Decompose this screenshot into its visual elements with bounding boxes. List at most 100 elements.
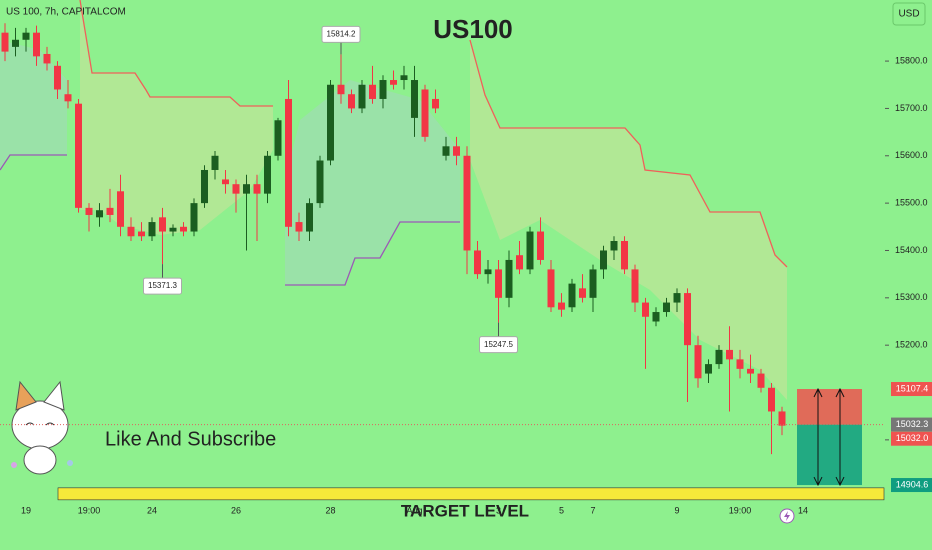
bull-zone bbox=[285, 80, 460, 285]
extreme-box bbox=[479, 336, 518, 354]
x-tick-label: Aug bbox=[406, 505, 422, 515]
candle-body bbox=[117, 191, 124, 227]
candle-body bbox=[421, 89, 429, 137]
price-tag bbox=[891, 382, 932, 397]
bear-zone bbox=[80, 0, 273, 235]
y-tick-label: 15700.0 bbox=[895, 103, 928, 113]
candle-body bbox=[474, 250, 481, 275]
candle-body bbox=[201, 169, 208, 204]
candle-body bbox=[526, 231, 534, 270]
currency: USD bbox=[898, 9, 919, 20]
candle-body bbox=[316, 160, 324, 204]
candle-body bbox=[694, 345, 702, 379]
extreme-box bbox=[143, 277, 182, 295]
candle-body bbox=[285, 98, 292, 227]
candle-body bbox=[127, 226, 135, 237]
candle-body bbox=[505, 259, 513, 298]
subscribe-text: Like And Subscribe bbox=[105, 428, 276, 450]
candle-body bbox=[589, 269, 597, 298]
extreme-label: 15247.5 bbox=[484, 340, 513, 349]
x-tick-label: 24 bbox=[147, 505, 157, 515]
candle-body bbox=[516, 255, 523, 270]
candle-body bbox=[537, 231, 544, 260]
candle-body bbox=[348, 94, 355, 109]
candle-body bbox=[138, 231, 145, 237]
y-tick-label: 15800.0 bbox=[895, 55, 928, 65]
candle-body bbox=[736, 359, 744, 369]
candle-body bbox=[106, 207, 114, 215]
y-tick-label: 15600.0 bbox=[895, 150, 928, 160]
candle-body bbox=[547, 269, 555, 308]
candle-body bbox=[253, 184, 261, 194]
candle-body bbox=[22, 32, 30, 40]
y-tick-label: 15500.0 bbox=[895, 198, 928, 208]
price-tag bbox=[891, 431, 932, 446]
price-tag bbox=[891, 478, 932, 493]
arrow-head bbox=[835, 387, 845, 487]
candle-body bbox=[568, 283, 576, 308]
candle-body bbox=[705, 364, 712, 374]
candle-body bbox=[159, 217, 166, 232]
candle-body bbox=[600, 250, 607, 270]
arrow-head bbox=[813, 387, 823, 487]
candle-body bbox=[610, 241, 618, 251]
candle-body bbox=[778, 411, 786, 426]
extreme-box bbox=[321, 25, 361, 43]
candle-body bbox=[327, 84, 334, 161]
candle-body bbox=[33, 32, 40, 57]
candle-body bbox=[180, 226, 187, 232]
candle-body bbox=[43, 53, 51, 64]
x-tick-label: 7 bbox=[590, 505, 595, 515]
candle-body bbox=[1, 32, 9, 52]
supertrend-down bbox=[79, 0, 273, 107]
candle-body bbox=[211, 155, 219, 170]
candle-body bbox=[747, 368, 754, 374]
candle-body bbox=[663, 302, 670, 313]
cat-sticker bbox=[11, 380, 73, 475]
candle-body bbox=[96, 210, 103, 218]
candle-body bbox=[673, 293, 681, 303]
candle-body bbox=[169, 227, 177, 232]
candle-body bbox=[190, 203, 198, 232]
candle-body bbox=[652, 312, 660, 322]
candle-body bbox=[442, 146, 450, 156]
x-tick-label: 19:00 bbox=[78, 505, 101, 515]
candle-body bbox=[148, 222, 156, 237]
candle-body bbox=[631, 269, 639, 303]
candle-body bbox=[369, 84, 376, 99]
supertrend-up bbox=[285, 221, 460, 286]
chart-title: US100 bbox=[433, 14, 513, 44]
currency-box bbox=[892, 2, 926, 26]
candle-body bbox=[64, 94, 72, 102]
candle-body bbox=[484, 269, 492, 275]
candle-body bbox=[379, 80, 387, 99]
candle-body bbox=[358, 84, 366, 109]
x-tick-label: 26 bbox=[231, 505, 241, 515]
candle-body bbox=[453, 146, 460, 156]
price-tag-label: 15032.0 bbox=[896, 433, 929, 443]
bear-zone bbox=[470, 40, 787, 400]
candle-body bbox=[579, 288, 586, 298]
y-tick-label: 15400.0 bbox=[895, 245, 928, 255]
candle-body bbox=[463, 155, 471, 251]
target-label: TARGET LEVEL bbox=[401, 501, 529, 520]
candle-body bbox=[495, 269, 502, 298]
candle-body bbox=[54, 65, 61, 90]
target-bar bbox=[57, 487, 885, 501]
candle-body bbox=[400, 75, 408, 81]
bull-zone bbox=[0, 40, 67, 170]
candle-body bbox=[295, 222, 303, 232]
candle-body bbox=[726, 349, 733, 360]
candle-body bbox=[243, 184, 250, 194]
reward-zone bbox=[797, 424, 862, 486]
y-tick-label: 15300.0 bbox=[895, 292, 928, 302]
event-icon bbox=[779, 508, 795, 524]
candle-body bbox=[306, 203, 313, 232]
symbol-info: US 100, 7h, CAPITALCOM bbox=[6, 7, 126, 18]
price-tag-label: 15032.3 bbox=[896, 419, 929, 429]
supertrend-down bbox=[469, 39, 788, 268]
price-tag-label: 15107.4 bbox=[896, 383, 929, 393]
candle-body bbox=[337, 84, 345, 95]
candle-body bbox=[757, 373, 765, 388]
